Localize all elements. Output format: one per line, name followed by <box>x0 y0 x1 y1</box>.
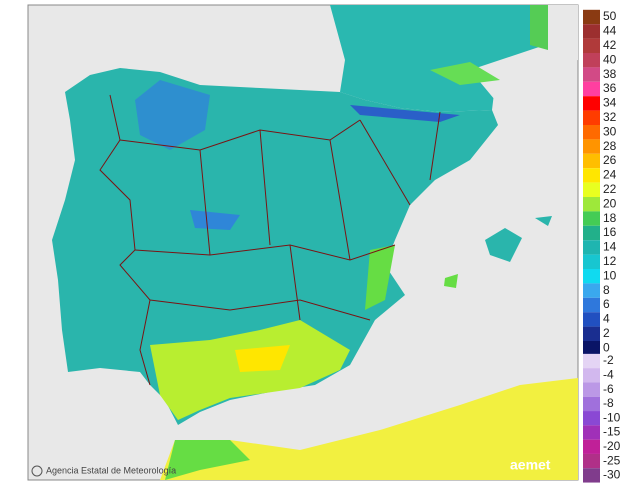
legend-label: 38 <box>603 67 617 81</box>
legend-label: 10 <box>603 268 617 282</box>
gulf <box>470 5 578 100</box>
legend-label: 24 <box>603 168 617 182</box>
legend-swatch <box>583 53 600 68</box>
legend-label: 8 <box>603 283 610 297</box>
legend-label: -4 <box>603 367 614 381</box>
legend-swatch <box>583 153 600 169</box>
agency-name: Agencia Estatal de Meteorología <box>46 465 176 475</box>
legend-swatch <box>583 283 600 298</box>
legend-swatch <box>583 67 600 82</box>
warm-zone <box>430 62 500 85</box>
legend-label: 30 <box>603 124 617 138</box>
legend-label: 40 <box>603 52 617 66</box>
legend-label: 14 <box>603 240 617 254</box>
legend-label: 36 <box>603 81 617 95</box>
legend-label: 28 <box>603 139 617 153</box>
legend-swatch <box>583 139 600 154</box>
legend-label: -2 <box>603 353 614 367</box>
legend-swatch <box>583 396 600 412</box>
legend-label: 18 <box>603 211 617 225</box>
legend-swatch <box>583 24 600 39</box>
legend-label: 42 <box>603 38 617 52</box>
legend-swatch <box>583 312 600 327</box>
africa <box>160 378 578 480</box>
legend-label: -15 <box>603 425 621 439</box>
cold-zone <box>190 210 240 230</box>
cold-zone <box>350 105 460 122</box>
legend-label: -10 <box>603 410 621 424</box>
legend-label: 34 <box>603 96 617 110</box>
legend-swatch <box>583 341 600 356</box>
legend-swatch <box>583 240 600 255</box>
legend-label: 44 <box>603 24 617 38</box>
legend-label: 12 <box>603 254 617 268</box>
legend-swatch <box>583 326 600 341</box>
legend-swatch <box>583 197 600 212</box>
legend-label: 16 <box>603 225 617 239</box>
legend-label: 20 <box>603 196 617 210</box>
legend-swatch <box>583 182 600 197</box>
island <box>485 228 522 262</box>
legend-swatch <box>583 382 600 397</box>
legend-label: 6 <box>603 297 610 311</box>
legend-swatch <box>583 439 600 454</box>
island <box>535 216 552 226</box>
legend-swatch <box>583 368 600 383</box>
legend-swatch <box>583 96 600 111</box>
legend-swatch <box>583 468 600 483</box>
legend-label: 0 <box>603 340 610 354</box>
legend-swatch <box>583 225 600 241</box>
cold-zone <box>135 80 210 150</box>
legend-swatch <box>583 353 600 369</box>
logo: aemet <box>510 457 551 473</box>
legend-label: 50 <box>603 9 617 23</box>
warm-zone <box>365 245 395 310</box>
legend-swatch <box>583 125 600 140</box>
logo-icon <box>31 465 43 477</box>
legend-swatch <box>583 297 600 313</box>
legend-swatch <box>583 269 600 284</box>
legend-swatch <box>583 254 600 269</box>
legend-swatch <box>583 38 600 53</box>
legend-swatch <box>583 168 600 183</box>
borders <box>99 94 441 386</box>
legend-swatch <box>583 110 600 125</box>
legend-label: 2 <box>603 326 610 340</box>
legend-label: -8 <box>603 396 614 410</box>
legend-swatch <box>583 211 600 226</box>
warm-zone <box>530 5 548 50</box>
legend-swatch <box>583 9 600 25</box>
legend-swatch <box>583 425 600 440</box>
legend-label: 32 <box>603 110 617 124</box>
island <box>444 274 458 288</box>
africa-zone <box>165 440 250 480</box>
legend-label: -25 <box>603 453 621 467</box>
legend-label: 4 <box>603 312 610 326</box>
legend-swatch <box>583 81 600 97</box>
legend-label: 26 <box>603 153 617 167</box>
legend-label: -6 <box>603 382 614 396</box>
colorbar: 5044424038363432302826242220181614121086… <box>583 9 621 483</box>
legend-label: -20 <box>603 439 621 453</box>
legend-label: -30 <box>603 468 621 482</box>
legend-label: 22 <box>603 182 617 196</box>
warm-zone <box>235 345 290 372</box>
legend-swatch <box>583 411 600 426</box>
legend-swatch <box>583 453 600 469</box>
